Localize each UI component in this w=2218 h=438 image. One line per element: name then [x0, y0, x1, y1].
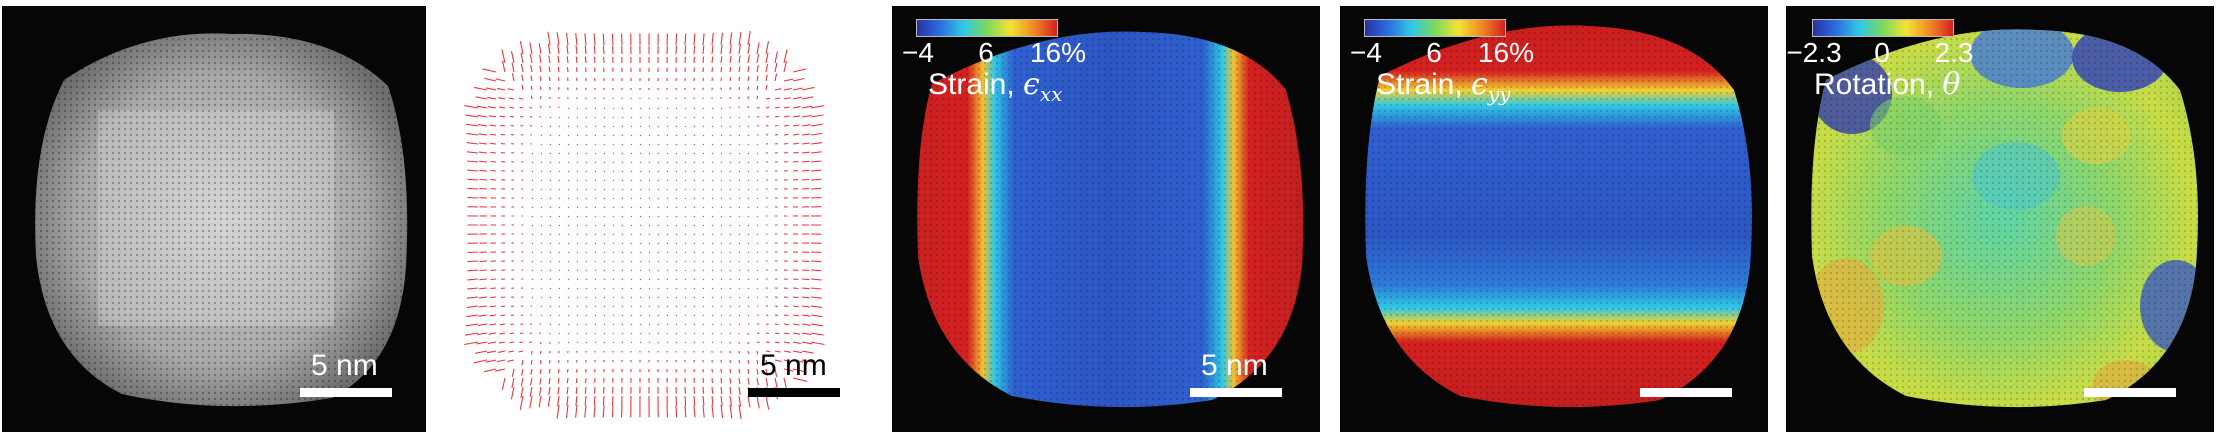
scale-bar [2084, 388, 2176, 397]
panel-strain-exx: −4 6 16% Strain, ϵxx 5 nm [892, 6, 1320, 432]
scale-bar-label: 5 nm [1201, 349, 1268, 382]
strain-exx-map [917, 31, 1304, 408]
colorbar-title: Strain, ϵxx [928, 67, 1063, 107]
scale-bar-label: 5 nm [311, 349, 378, 382]
scale-bar-label: 5 nm [760, 349, 827, 382]
colorbar-tick-min: −2.3 [1786, 37, 1842, 68]
colorbar-tick-min: −4 [902, 37, 934, 68]
colorbar-tick-max: 16% [1477, 37, 1535, 68]
panel-displacement-field: 5 nm [430, 6, 856, 432]
scale-bar [748, 388, 840, 397]
scale-bar [1640, 388, 1732, 397]
rotation-map [1811, 29, 2198, 408]
vector-arrows [464, 31, 825, 420]
colorbar-tick-mid: 6 [1426, 37, 1442, 68]
panel-haadf-image: 5 nm [2, 6, 426, 432]
colorbar [916, 19, 1058, 37]
strain-eyy-map [1365, 25, 1752, 408]
colorbar-tick-mid: 6 [978, 37, 994, 68]
panel-strain-eyy: −4 6 16% Strain, ϵyy [1340, 6, 1768, 432]
scale-bar [300, 388, 392, 397]
colorbar-title: Strain, ϵyy [1376, 67, 1511, 107]
nanoparticle-image [35, 33, 408, 407]
colorbar-tick-max: 16% [1029, 37, 1087, 68]
panel-rotation: −2.3 0 2.3 Rotation, θ [1786, 6, 2214, 432]
colorbar-tick-min: −4 [1350, 37, 1382, 68]
colorbar [1812, 19, 1954, 37]
colorbar-tick-mid: 0 [1874, 37, 1890, 68]
colorbar-tick-max: 2.3 [1934, 37, 1974, 68]
scale-bar [1190, 388, 1282, 397]
displacement-vectors [464, 31, 825, 420]
colorbar-title: Rotation, θ [1814, 67, 1961, 102]
colorbar [1364, 19, 1506, 37]
